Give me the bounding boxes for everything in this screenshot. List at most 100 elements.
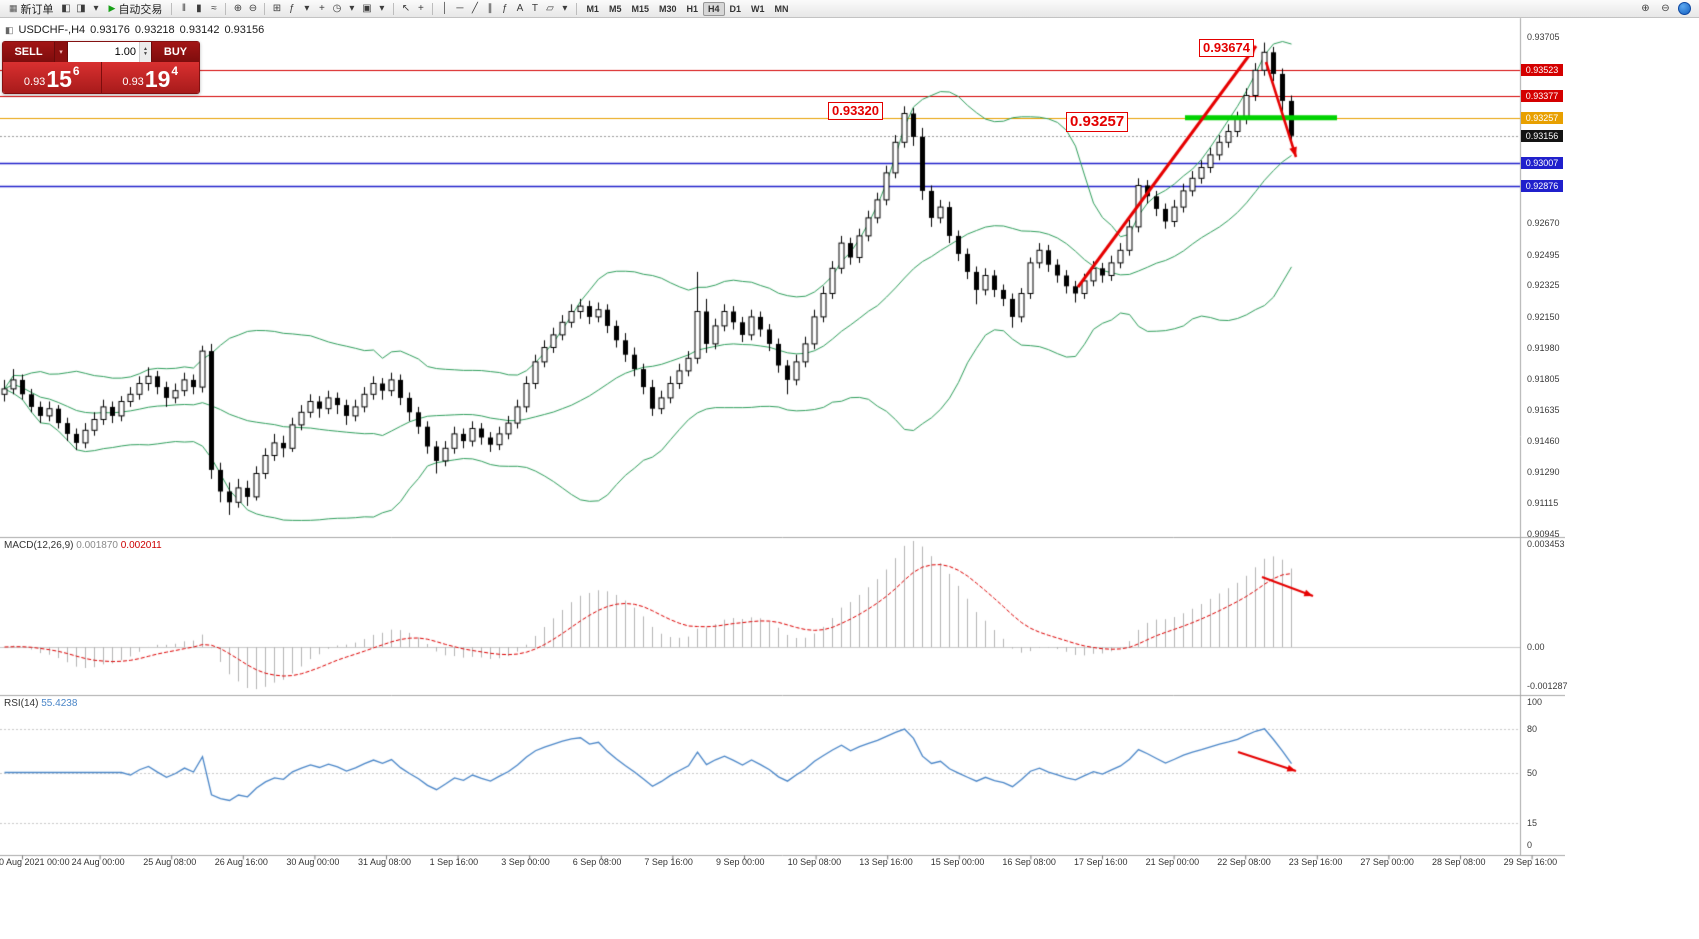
time-scale-label: 31 Aug 08:00 <box>358 857 412 867</box>
timeframe-mn[interactable]: MN <box>774 3 789 14</box>
price-scale-label: 0.92150 <box>1527 311 1560 322</box>
profiles-dropdown-icon[interactable]: ▾ <box>93 2 99 14</box>
arrows-dropdown-icon[interactable]: ▾ <box>562 2 568 14</box>
zoom-out-icon-right[interactable]: ⊖ <box>1661 2 1670 14</box>
templates-dropdown-icon[interactable]: ▾ <box>379 2 385 14</box>
ohlc-open: 0.93176 <box>90 24 130 36</box>
autotrade-button-label: 自动交易 <box>118 3 163 16</box>
toolbar-left-group: ▦ 新订单 ◧ ◨ ▾ ▶ 自动交易 ‖ ▮ ≈ ⊕ ⊖ ⊞ ƒ ▾ + ◷ ▾ ▣ ▾ ↖ + │ ─ ╱ ∥ ƒ A T ▱ ▾ M1 M5… <box>4 1 794 17</box>
timeframe-d1[interactable]: D1 <box>729 3 742 14</box>
time-scale-label: 9 Sep 00:00 <box>716 857 765 867</box>
time-scale-label: 29 Sep 16:00 <box>1503 857 1558 867</box>
rsi-scale-label: 50 <box>1527 767 1538 778</box>
candlestick-mode-icon[interactable]: ▮ <box>196 2 202 14</box>
price-scale-label: 0.91290 <box>1527 466 1560 477</box>
timeframe-h1[interactable]: H1 <box>686 3 699 14</box>
buy-price[interactable]: 0.93 19 4 <box>102 62 200 93</box>
channel-icon[interactable]: ∥ <box>487 2 493 14</box>
zoom-in-icon-right[interactable]: ⊕ <box>1641 2 1650 14</box>
chart-window-icon[interactable]: ◧ <box>61 2 71 14</box>
price-level-tag: 0.92876 <box>1521 180 1563 193</box>
toolbar-right-group: ⊕ ⊖ <box>1638 1 1695 17</box>
indicators-dropdown-icon[interactable]: ▾ <box>304 2 310 14</box>
timeframe-m15[interactable]: M15 <box>631 3 649 14</box>
rsi-name: RSI(14) <box>4 698 39 709</box>
price-scale-label: 0.91460 <box>1527 436 1560 447</box>
price-scale-label: 0.92495 <box>1527 249 1560 260</box>
trade-panel-controls: SELL ▾ ▲▼ BUY <box>3 42 199 62</box>
crosshair-icon[interactable]: + <box>418 2 424 14</box>
macd-name: MACD(12,26,9) <box>4 540 74 551</box>
sell-button[interactable]: SELL <box>3 42 55 62</box>
price-chart-canvas[interactable] <box>0 0 1565 866</box>
chart-icon: ◧ <box>5 24 14 35</box>
zoom-out-icon[interactable]: ⊖ <box>248 2 258 14</box>
autotrade-button[interactable]: ▶ 自动交易 <box>104 1 168 17</box>
time-scale-label: 20 Aug 2021 00:00 <box>0 857 70 867</box>
price-annotation-label[interactable]: 0.93320 <box>828 102 883 120</box>
horizontal-line-icon[interactable]: ─ <box>456 2 464 14</box>
time-scale-label: 7 Sep 16:00 <box>644 857 693 867</box>
text-icon[interactable]: A <box>516 2 524 14</box>
price-scale-label: 0.93705 <box>1527 32 1560 42</box>
buy-button[interactable]: BUY <box>151 42 199 62</box>
templates-icon[interactable]: ▣ <box>362 2 372 14</box>
timeframe-m1[interactable]: M1 <box>586 3 599 14</box>
community-button[interactable] <box>1678 2 1691 15</box>
time-scale-label: 25 Aug 08:00 <box>143 857 197 867</box>
macd-signal-value: 0.002011 <box>120 540 162 551</box>
price-level-tag: 0.93156 <box>1521 129 1563 142</box>
shapes-icon[interactable]: ▱ <box>546 2 554 14</box>
periods-dropdown-icon[interactable]: ▾ <box>349 2 355 14</box>
zoom-in-icon[interactable]: ⊕ <box>233 2 243 14</box>
cursor-icon[interactable]: ↖ <box>401 2 411 14</box>
price-level-tag: 0.93007 <box>1521 156 1563 169</box>
timeframe-m30[interactable]: M30 <box>658 3 677 14</box>
vertical-line-icon[interactable]: │ <box>441 2 449 14</box>
volume-up-icon[interactable]: ▲ <box>143 46 148 52</box>
sell-price[interactable]: 0.93 15 6 <box>3 62 101 93</box>
buy-price-figure: 0.93 <box>122 76 144 88</box>
tile-windows-icon[interactable]: ⊞ <box>272 2 282 14</box>
timeframe-m5[interactable]: M5 <box>608 3 622 14</box>
time-scale-label: 17 Sep 16:00 <box>1074 857 1128 867</box>
time-scale-label: 13 Sep 16:00 <box>859 857 913 867</box>
price-level-tag: 0.93523 <box>1521 63 1563 76</box>
macd-main-value: 0.001870 <box>76 540 118 551</box>
toolbar-separator <box>225 2 227 15</box>
bar-chart-mode-icon[interactable]: ‖ <box>181 2 186 14</box>
symbol-info: ◧ USDCHF-,H4 0.93176 0.93218 0.93142 0.9… <box>5 24 264 36</box>
time-scale-label: 22 Sep 08:00 <box>1217 857 1271 867</box>
order-type-dropdown[interactable]: ▾ <box>55 42 68 62</box>
price-scale-label: 0.91980 <box>1527 342 1560 353</box>
timeframe-h4[interactable]: H4 <box>703 1 725 16</box>
trendline-icon[interactable]: ╱ <box>471 2 478 14</box>
time-scale-label: 27 Sep 00:00 <box>1360 857 1414 867</box>
periods-icon[interactable]: ◷ <box>332 2 342 14</box>
new-order-button-icon: ▦ <box>9 3 18 13</box>
price-scale-label: 0.92670 <box>1527 218 1560 229</box>
trade-panel-prices: 0.93 15 6 0.93 19 4 <box>3 62 199 93</box>
text-label-icon[interactable]: T <box>531 2 538 14</box>
price-annotation-label[interactable]: 0.93257 <box>1066 112 1129 132</box>
indicators-icon[interactable]: ƒ <box>289 2 295 14</box>
time-scale-label: 23 Sep 16:00 <box>1288 857 1343 867</box>
toolbar-separator <box>576 2 578 15</box>
price-annotation-label[interactable]: 0.93674 <box>1199 39 1254 57</box>
volume-stepper[interactable]: ▲ ▼ <box>139 42 151 62</box>
price-scale-label: 0.91115 <box>1527 498 1559 509</box>
price-level-tag: 0.93257 <box>1521 111 1563 124</box>
new-order-button[interactable]: ▦ 新订单 <box>4 1 59 17</box>
time-scale-label: 1 Sep 16:00 <box>429 857 479 867</box>
timeframe-w1[interactable]: W1 <box>751 3 765 14</box>
profiles-icon[interactable]: ◨ <box>76 2 86 14</box>
time-scale-label: 21 Sep 00:00 <box>1145 857 1200 867</box>
add-indicator-icon[interactable]: + <box>319 2 325 14</box>
volume-input[interactable] <box>68 42 139 62</box>
line-chart-mode-icon[interactable]: ≈ <box>211 2 217 14</box>
volume-down-icon[interactable]: ▼ <box>143 51 148 57</box>
fibonacci-icon[interactable]: ƒ <box>502 2 508 14</box>
trade-panel-divider <box>100 62 102 93</box>
sell-price-point: 6 <box>72 64 80 78</box>
